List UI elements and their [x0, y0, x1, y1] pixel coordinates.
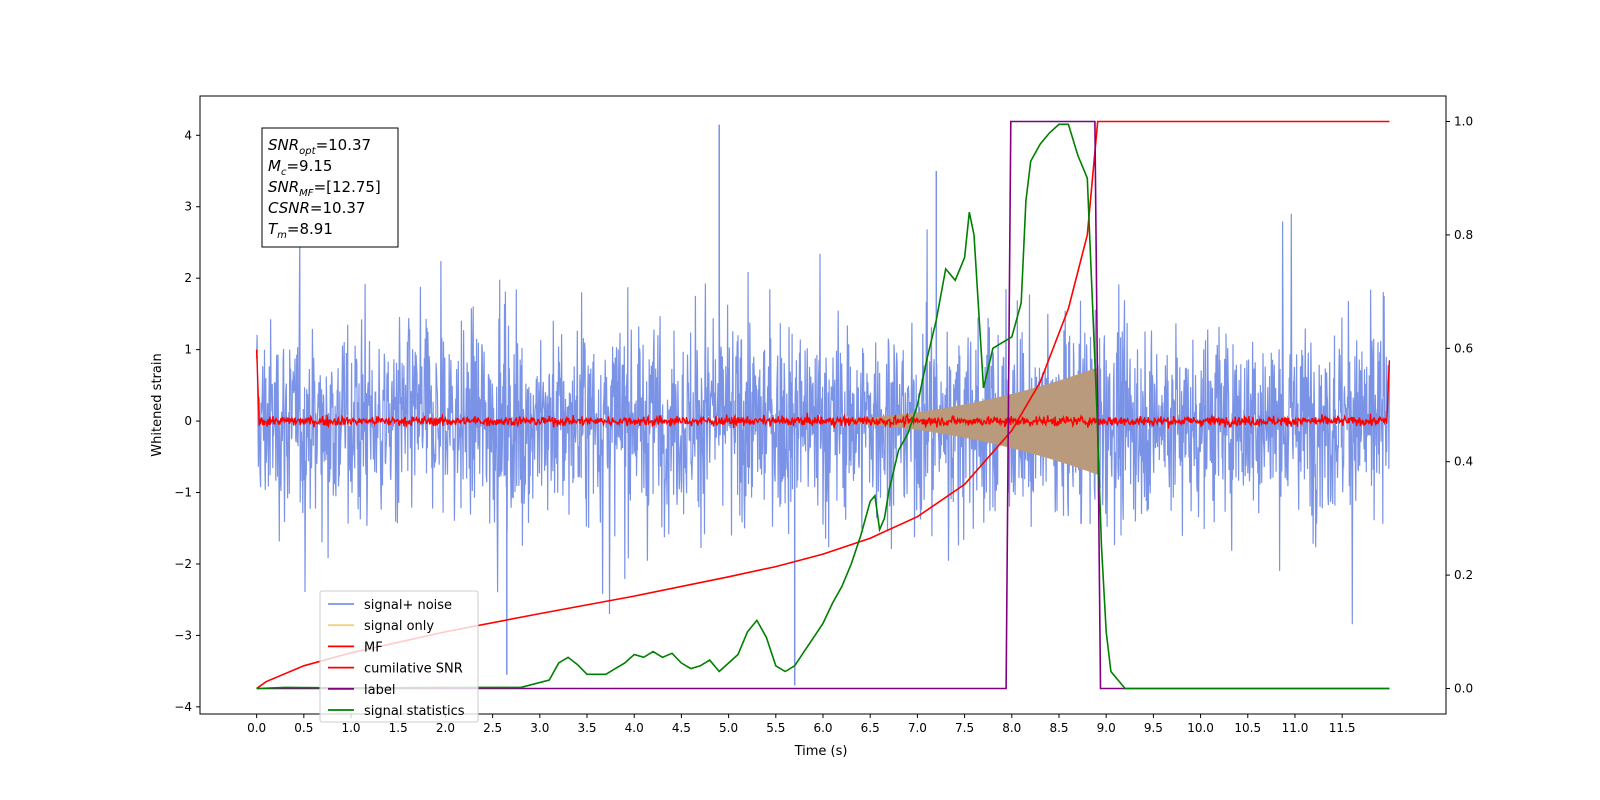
x-tick-label: 11.5 [1329, 721, 1356, 735]
y-tick-label: 3 [184, 200, 192, 214]
y-axis-label: Whitened strain [150, 353, 165, 456]
y-tick-label: 2 [184, 271, 192, 285]
series-layer [255, 120, 1391, 690]
legend-entry: signal+ noise [364, 598, 452, 613]
y-tick-label: 0 [184, 414, 192, 428]
x-tick-label: 9.5 [1144, 721, 1163, 735]
x-tick-label: 7.5 [955, 721, 974, 735]
legend-entry: signal statistics [364, 704, 465, 719]
x-tick-label: 4.0 [625, 721, 644, 735]
x-tick-label: 3.5 [577, 721, 596, 735]
y2-tick-label: 0.6 [1454, 341, 1473, 355]
annotation-line: Mc=9.15 [268, 157, 332, 178]
x-tick-label: 5.0 [719, 721, 738, 735]
legend-entry: MF [364, 640, 383, 655]
x-tick-label: 11.0 [1282, 721, 1309, 735]
y-tick-label: 1 [184, 343, 192, 357]
y2-tick-label: 1.0 [1454, 115, 1473, 129]
series-mf [255, 349, 1391, 429]
x-axis-label: Time (s) [794, 744, 848, 759]
x-tick-label: 6.5 [861, 721, 880, 735]
x-tick-label: 7.0 [908, 721, 927, 735]
legend: signal+ noise signal only MF cumilative SNR… [319, 590, 479, 723]
x-tick-label: 1.5 [389, 721, 408, 735]
y-axis-right: 0.0 0.2 0.4 0.6 0.8 1.0 [1446, 115, 1473, 695]
y-tick-label: −4 [174, 700, 192, 714]
y2-tick-label: 0.0 [1454, 681, 1473, 695]
annotation-line: SNRopt=10.37 [268, 136, 371, 157]
legend-frame [319, 590, 479, 723]
stats-annotation-box: SNRopt=10.37Mc=9.15SNRMF=[12.75]CSNR=10.… [261, 127, 399, 248]
y2-tick-label: 0.4 [1454, 455, 1473, 469]
x-tick-label: 0.0 [247, 721, 266, 735]
x-tick-label: 3.0 [530, 721, 549, 735]
x-tick-label: 8.5 [1049, 721, 1068, 735]
y-axis-left: −4 −3 −2 −1 0 1 2 3 4 [174, 128, 200, 714]
legend-entry: cumilative SNR [364, 662, 463, 677]
annotation-frame [261, 127, 399, 248]
x-tick-label: 2.0 [436, 721, 455, 735]
y2-tick-label: 0.8 [1454, 228, 1473, 242]
series-signal-statistics [256, 123, 1390, 690]
y-tick-label: −2 [174, 557, 192, 571]
annotation-line: CSNR=10.37 [268, 199, 365, 217]
y2-tick-label: 0.2 [1454, 568, 1473, 582]
annotation-line: Tm=8.91 [268, 220, 333, 241]
x-tick-label: 5.5 [766, 721, 785, 735]
y-tick-label: 4 [184, 128, 192, 142]
x-tick-label: 8.0 [1002, 721, 1021, 735]
x-tick-label: 10.0 [1187, 721, 1214, 735]
x-tick-label: 10.5 [1234, 721, 1261, 735]
series-signal-noise [256, 213, 1390, 625]
series-signal-noise-spikes [506, 124, 938, 686]
x-tick-label: 9.0 [1097, 721, 1116, 735]
x-tick-label: 0.5 [294, 721, 313, 735]
legend-entry: label [364, 683, 395, 698]
x-tick-label: 6.0 [813, 721, 832, 735]
annotation-line: SNRMF=[12.75] [268, 178, 381, 199]
x-tick-label: 1.0 [341, 721, 360, 735]
y-tick-label: −1 [174, 486, 192, 500]
x-axis: 0.0 0.5 1.0 1.5 2.0 2.5 3.0 3.5 4.0 4.5 5.0 5.5 6.0 6… [247, 714, 1356, 735]
y-tick-label: −3 [174, 628, 192, 642]
x-tick-label: 2.5 [483, 721, 502, 735]
legend-entry: signal only [364, 619, 434, 634]
x-tick-label: 4.5 [672, 721, 691, 735]
